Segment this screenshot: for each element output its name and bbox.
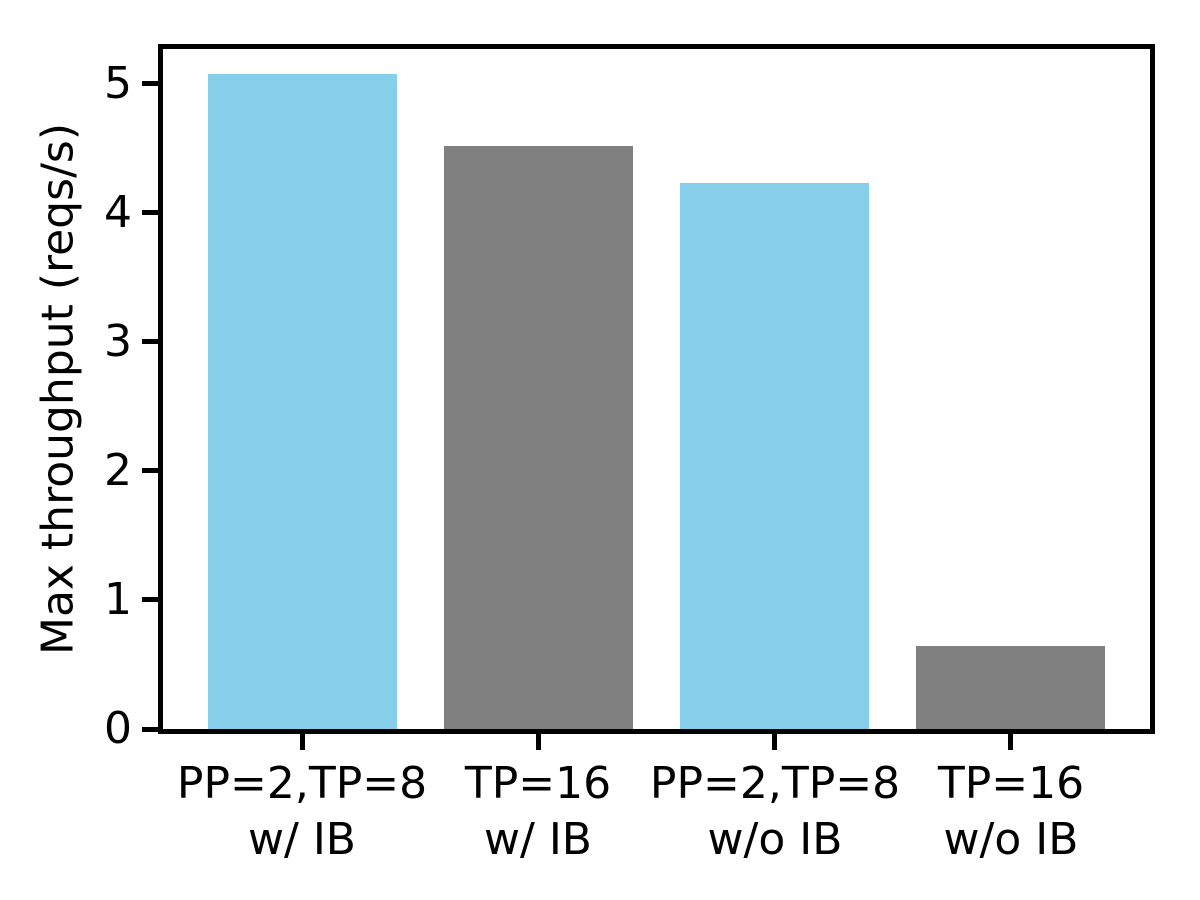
y-tick-label: 1: [104, 574, 132, 625]
x-tick-label: TP=16 w/ IB: [464, 758, 612, 865]
x-tick-label: PP=2,TP=8 w/o IB: [649, 758, 901, 865]
y-tick-label: 2: [104, 445, 132, 496]
bar: [208, 74, 397, 729]
y-axis-tick: [142, 468, 158, 473]
x-axis-tick: [536, 734, 541, 750]
y-axis-tick: [142, 597, 158, 602]
x-axis-tick: [772, 734, 777, 750]
bar: [444, 146, 633, 729]
y-axis-tick: [142, 210, 158, 215]
bar: [916, 646, 1105, 729]
x-tick-label: PP=2,TP=8 w/ IB: [176, 758, 428, 865]
x-axis-tick: [300, 734, 305, 750]
y-tick-label: 5: [104, 58, 132, 109]
y-axis-tick: [142, 339, 158, 344]
x-axis-tick: [1008, 734, 1013, 750]
y-axis-tick: [142, 727, 158, 732]
y-tick-label: 3: [104, 316, 132, 367]
y-tick-label: 4: [104, 187, 132, 238]
x-tick-label: TP=16 w/o IB: [937, 758, 1085, 865]
y-tick-label: 0: [104, 703, 132, 754]
bar: [680, 183, 869, 729]
y-axis-tick: [142, 81, 158, 86]
